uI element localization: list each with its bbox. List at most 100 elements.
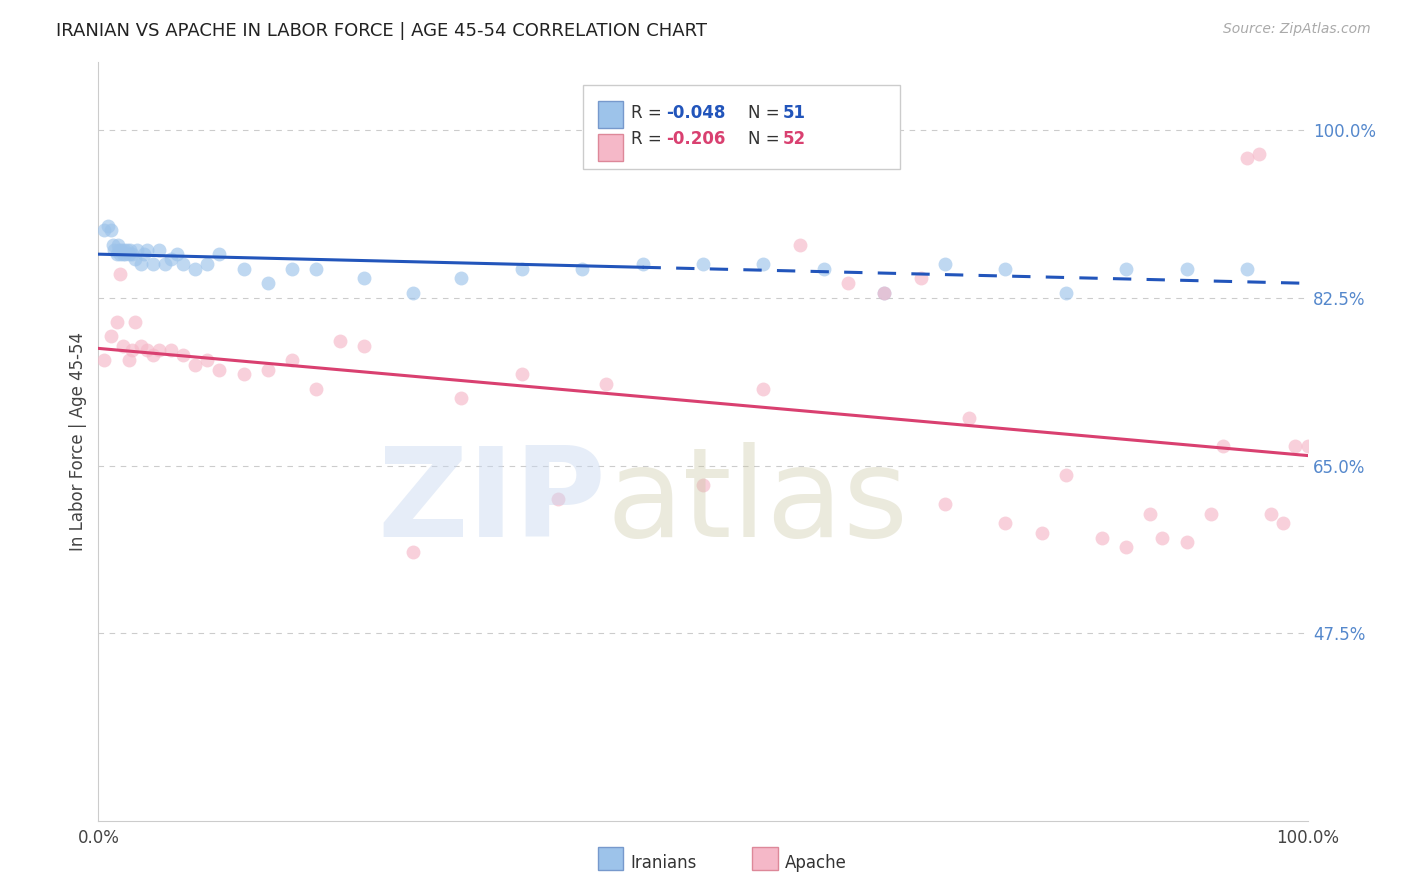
Point bbox=[160, 252, 183, 267]
Point bbox=[124, 315, 146, 329]
Point bbox=[1212, 439, 1234, 453]
Point bbox=[142, 348, 165, 362]
Point bbox=[957, 410, 980, 425]
Point bbox=[873, 285, 896, 300]
Point bbox=[402, 545, 425, 559]
Point bbox=[595, 376, 617, 391]
Point bbox=[450, 271, 472, 285]
Point bbox=[813, 261, 835, 276]
Point bbox=[1296, 439, 1319, 453]
Point bbox=[934, 257, 956, 271]
Point bbox=[837, 276, 859, 290]
Point bbox=[402, 285, 425, 300]
Point bbox=[103, 243, 125, 257]
Text: Apache: Apache bbox=[785, 854, 846, 871]
Point bbox=[256, 276, 278, 290]
Point bbox=[121, 343, 143, 358]
Point bbox=[232, 368, 254, 382]
Point bbox=[208, 362, 231, 376]
Point bbox=[1199, 507, 1222, 521]
Point bbox=[752, 257, 775, 271]
Point bbox=[135, 243, 157, 257]
Point bbox=[752, 382, 775, 396]
Point bbox=[631, 257, 654, 271]
Point bbox=[129, 338, 152, 352]
Point bbox=[873, 285, 896, 300]
Point bbox=[305, 382, 328, 396]
Point bbox=[934, 497, 956, 511]
Point bbox=[510, 261, 533, 276]
Point bbox=[184, 261, 207, 276]
Point bbox=[148, 243, 170, 257]
Point bbox=[208, 247, 231, 261]
Point bbox=[353, 271, 375, 285]
Point bbox=[93, 223, 115, 237]
Point bbox=[1272, 516, 1295, 530]
Point bbox=[153, 257, 176, 271]
Text: R =: R = bbox=[631, 104, 668, 122]
Point bbox=[195, 353, 218, 368]
Point bbox=[172, 257, 194, 271]
Point bbox=[97, 219, 120, 233]
Point bbox=[127, 243, 149, 257]
Point bbox=[118, 247, 141, 261]
Point bbox=[129, 257, 152, 271]
Point bbox=[108, 267, 131, 281]
Point bbox=[1139, 507, 1161, 521]
Point bbox=[1152, 531, 1174, 545]
Y-axis label: In Labor Force | Age 45-54: In Labor Force | Age 45-54 bbox=[69, 332, 87, 551]
Point bbox=[160, 343, 183, 358]
Point bbox=[1054, 285, 1077, 300]
Point bbox=[142, 257, 165, 271]
Point bbox=[117, 243, 139, 257]
Point bbox=[910, 271, 932, 285]
Point bbox=[108, 243, 131, 257]
Point bbox=[353, 338, 375, 352]
Point bbox=[789, 237, 811, 252]
Text: IRANIAN VS APACHE IN LABOR FORCE | AGE 45-54 CORRELATION CHART: IRANIAN VS APACHE IN LABOR FORCE | AGE 4… bbox=[56, 22, 707, 40]
Point bbox=[1260, 507, 1282, 521]
Point bbox=[105, 315, 128, 329]
Text: Iranians: Iranians bbox=[630, 854, 696, 871]
Point bbox=[100, 329, 122, 343]
Point bbox=[121, 247, 143, 261]
Point bbox=[281, 353, 304, 368]
Point bbox=[1249, 146, 1271, 161]
Point bbox=[195, 257, 218, 271]
Point bbox=[1236, 152, 1258, 166]
Point bbox=[112, 243, 135, 257]
Point bbox=[118, 243, 141, 257]
Point bbox=[93, 353, 115, 368]
Point bbox=[256, 362, 278, 376]
Point bbox=[100, 223, 122, 237]
Point bbox=[172, 348, 194, 362]
Point bbox=[166, 247, 188, 261]
Point bbox=[1031, 525, 1053, 540]
Point bbox=[118, 353, 141, 368]
Point bbox=[134, 247, 156, 261]
Point bbox=[135, 343, 157, 358]
Text: N =: N = bbox=[748, 130, 785, 148]
Point bbox=[148, 343, 170, 358]
Point bbox=[124, 252, 146, 267]
Point bbox=[994, 261, 1017, 276]
Point bbox=[111, 338, 134, 352]
Text: N =: N = bbox=[748, 104, 785, 122]
Point bbox=[101, 237, 124, 252]
Point bbox=[1175, 261, 1198, 276]
Point bbox=[281, 261, 304, 276]
Point bbox=[547, 492, 569, 507]
Point bbox=[692, 257, 714, 271]
Point bbox=[571, 261, 593, 276]
Point bbox=[305, 261, 328, 276]
Point bbox=[114, 247, 136, 261]
Point bbox=[692, 477, 714, 491]
Point bbox=[110, 243, 132, 257]
Point bbox=[994, 516, 1017, 530]
Point bbox=[111, 247, 134, 261]
Text: 51: 51 bbox=[783, 104, 806, 122]
Point bbox=[1054, 468, 1077, 483]
Text: -0.048: -0.048 bbox=[666, 104, 725, 122]
Point bbox=[105, 247, 128, 261]
Point bbox=[510, 368, 533, 382]
